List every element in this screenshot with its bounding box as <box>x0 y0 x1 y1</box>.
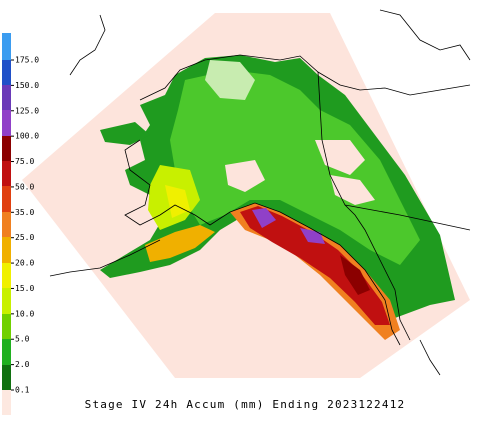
colorbar-label: 10.0 <box>15 309 34 318</box>
colorbar <box>2 33 11 415</box>
colorbar-label: 125.0 <box>15 106 39 115</box>
colorbar-label: 150.0 <box>15 81 39 90</box>
colorbar-label: 75.0 <box>15 157 34 166</box>
caption: Stage IV 24h Accum (mm) Ending 202312241… <box>85 398 406 411</box>
colorbar-label: 50.0 <box>15 182 34 191</box>
colorbar-label: 25.0 <box>15 233 34 242</box>
colorbar-label: 2.0 <box>15 360 30 369</box>
coastlines <box>49 9 471 376</box>
colorbar-label: 35.0 <box>15 208 34 217</box>
colorbar-label: 175.0 <box>15 56 39 65</box>
colorbar-label: 100.0 <box>15 132 39 141</box>
colorbar-label: 0.1 <box>15 386 30 395</box>
colorbar-label: 20.0 <box>15 259 34 268</box>
colorbar-label: 5.0 <box>15 335 30 344</box>
precip-field <box>100 55 455 318</box>
coastal-band <box>145 203 400 340</box>
colorbar-label: 15.0 <box>15 284 34 293</box>
